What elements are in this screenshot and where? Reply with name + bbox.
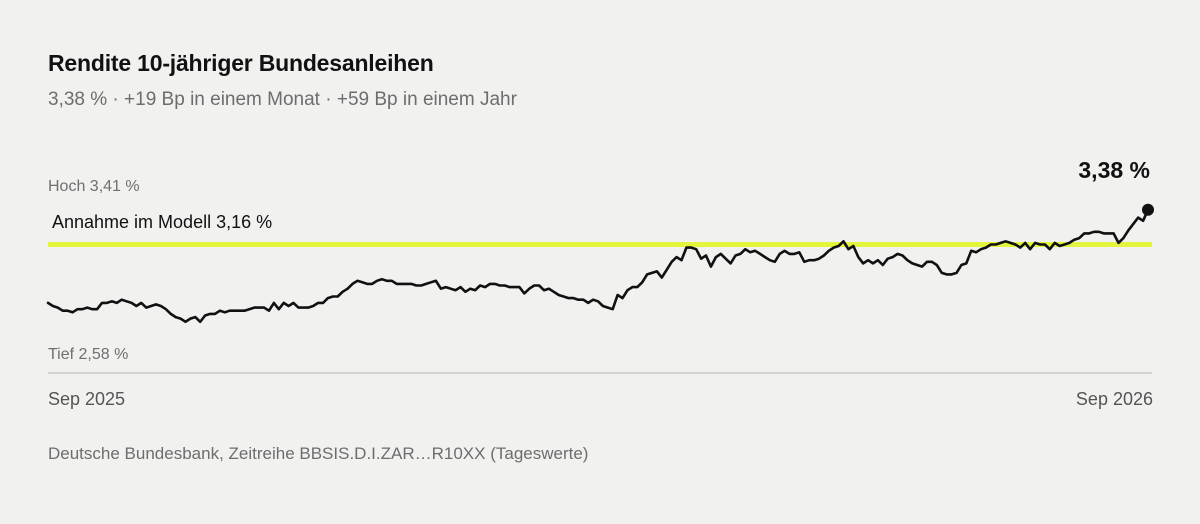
- yield-series-line: [46, 208, 1150, 324]
- source-note: Deutsche Bundesbank, Zeitreihe BBSIS.D.I…: [48, 444, 589, 463]
- last-value-marker: [1142, 203, 1154, 216]
- reference-line-label: Annahme im Modell 3,16 %: [52, 212, 273, 232]
- low-label: Tief 2,58 %: [48, 346, 129, 363]
- chart-title: Rendite 10-jähriger Bundesanleihen: [48, 50, 434, 76]
- chart-subtitle: 3,38 % · +19 Bp in einem Monat · +59 Bp …: [48, 89, 517, 110]
- x-axis-end-label: Sep 2026: [1075, 389, 1153, 409]
- high-label: Hoch 3,41 %: [48, 178, 140, 195]
- x-axis-start-label: Sep 2025: [48, 389, 126, 409]
- last-value-label: 3,38 %: [1078, 157, 1150, 183]
